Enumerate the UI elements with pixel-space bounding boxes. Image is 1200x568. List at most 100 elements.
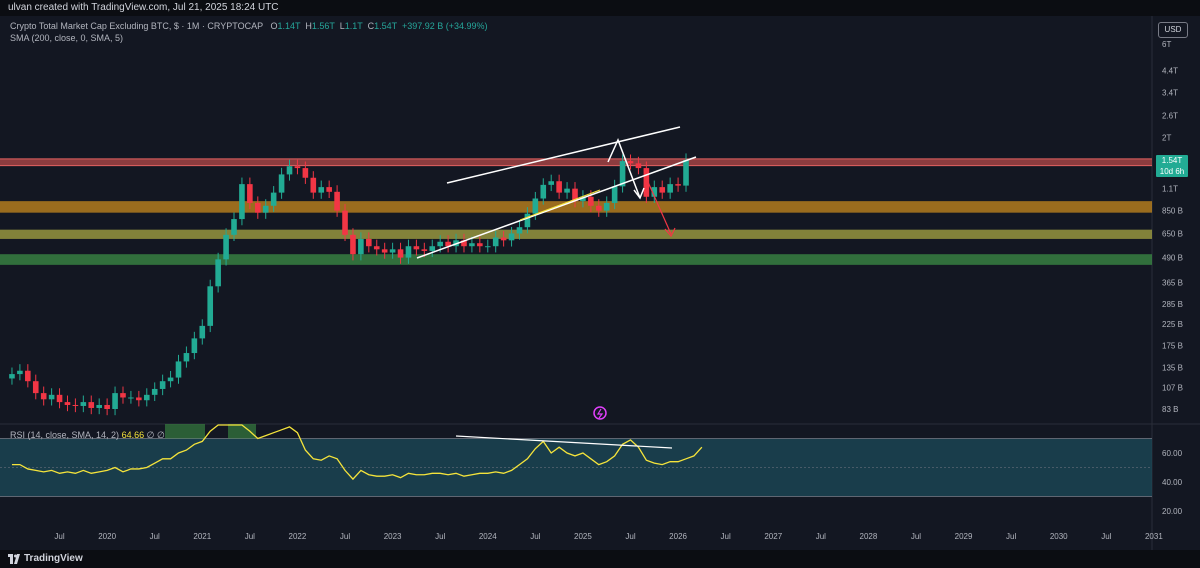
time-tick-label: 2020 — [98, 532, 116, 541]
time-tick-label: Jul — [530, 532, 540, 541]
time-tick-label: Jul — [1101, 532, 1111, 541]
candle-body — [239, 184, 245, 220]
candle-body — [199, 325, 206, 339]
candle-body — [683, 159, 689, 186]
candle-body — [437, 241, 443, 247]
candle-body — [191, 338, 198, 354]
price-chart[interactable]: 6T 4.4T 3.4T 2.6T 2T 1.1T 850 B 650 B 490 B 365 B… — [0, 0, 1200, 550]
candle-body — [516, 227, 523, 234]
candle-body — [40, 393, 47, 400]
price-tick-label: 135 B — [1162, 364, 1183, 373]
arrow-head-red — [664, 227, 676, 238]
price-tick-label: 285 B — [1162, 300, 1183, 309]
price-tick-label: 107 B — [1162, 383, 1183, 392]
candle-body — [72, 404, 79, 406]
rsi-overbought-fill — [228, 424, 256, 439]
price-tick-label: 6T — [1162, 40, 1171, 49]
candle-body — [286, 166, 293, 175]
time-tick-label: Jul — [150, 532, 160, 541]
projection-arrow-white — [607, 138, 641, 199]
ohlc-l-label: L — [339, 21, 345, 31]
candle-body — [500, 237, 507, 241]
time-tick-label: 2024 — [479, 532, 497, 541]
candle-body — [611, 186, 618, 203]
candle-body — [310, 177, 317, 193]
rsi-legend[interactable]: RSI (14, close, SMA, 14, 2) 64.66 ∅ ∅ — [10, 430, 165, 441]
candle-body — [358, 238, 364, 255]
channel-upper-line — [446, 126, 681, 184]
candle-body — [104, 404, 110, 409]
time-tick-label: 2023 — [384, 532, 402, 541]
candle-body — [151, 388, 158, 395]
rsi-line — [11, 424, 703, 481]
candle-body — [564, 188, 570, 193]
last-price-value: 1.54T — [1161, 156, 1183, 165]
lightning-icon — [596, 408, 604, 419]
candle-body — [128, 397, 134, 399]
candle-body — [603, 202, 610, 211]
price-scale-background — [1152, 16, 1200, 550]
arrow-head-white — [633, 187, 645, 200]
candle-body — [231, 219, 237, 235]
candle-body — [254, 202, 261, 213]
sma-legend[interactable]: SMA (200, close, 0, SMA, 5) — [10, 33, 123, 43]
candle-body — [397, 249, 404, 258]
time-tick-label: 2029 — [955, 532, 973, 541]
candle-body — [318, 187, 325, 193]
ohlc-h-label: H — [305, 21, 312, 31]
candle-body — [223, 234, 229, 260]
candle-body — [580, 196, 586, 202]
candle-body — [532, 198, 539, 214]
ohlc-o-label: O — [270, 21, 278, 31]
candle-body — [112, 393, 118, 409]
attribution-bar: ulvan created with TradingView.com, Jul … — [0, 0, 1200, 16]
symbol-name[interactable]: Crypto Total Market Cap Excluding BTC, $… — [10, 21, 263, 31]
time-tick-label: 2025 — [574, 532, 592, 541]
candle-body — [619, 161, 626, 187]
footer-brand[interactable]: TradingView — [24, 553, 83, 564]
time-tick-label: Jul — [54, 532, 64, 541]
candle-body — [350, 234, 356, 255]
price-tick-label: 650 B — [1162, 230, 1183, 239]
candle-body — [651, 187, 658, 197]
candle-body — [461, 240, 467, 247]
candle-body — [25, 370, 31, 382]
currency-button[interactable]: USD — [1158, 22, 1188, 38]
candle-body — [429, 246, 436, 251]
last-price-label: 1.54T 10d 6h — [1156, 155, 1188, 177]
candle-body — [381, 249, 388, 253]
ohlc-c-label: C — [367, 21, 375, 31]
candle-body — [540, 184, 547, 199]
time-tick-label: Jul — [340, 532, 350, 541]
candle-body — [508, 233, 515, 241]
candle-body — [342, 210, 348, 235]
candle-body — [595, 205, 602, 211]
time-tick-label: Jul — [245, 532, 255, 541]
candle-body — [627, 161, 634, 164]
projection-arrow-red — [647, 181, 672, 235]
trend-highlight-line — [519, 189, 601, 221]
time-tick-label: Jul — [816, 532, 826, 541]
time-tick-label: 2026 — [669, 532, 687, 541]
zone-1 — [0, 201, 1152, 213]
rsi-value: 64.66 — [121, 430, 145, 440]
candle-body — [556, 181, 562, 193]
time-tick-label: Jul — [625, 532, 635, 541]
candle-body — [373, 246, 380, 250]
time-tick-label: 2022 — [289, 532, 307, 541]
candle-body — [270, 192, 277, 206]
candle-body — [64, 402, 71, 405]
candle-body — [492, 237, 499, 247]
time-tick-label: Jul — [721, 532, 731, 541]
candle-body — [572, 188, 578, 202]
candle-body — [445, 241, 451, 247]
price-tick-label: 4.4T — [1162, 66, 1178, 75]
ohlc-low: 1.1T — [344, 21, 363, 31]
candle-body — [477, 243, 483, 247]
candle-body — [32, 381, 39, 394]
time-tick-label: Jul — [911, 532, 921, 541]
candle-body — [207, 286, 214, 326]
zone-3 — [0, 254, 1152, 265]
time-tick-label: 2021 — [193, 532, 211, 541]
attribution-text: ulvan created with TradingView.com, Jul … — [8, 2, 279, 13]
